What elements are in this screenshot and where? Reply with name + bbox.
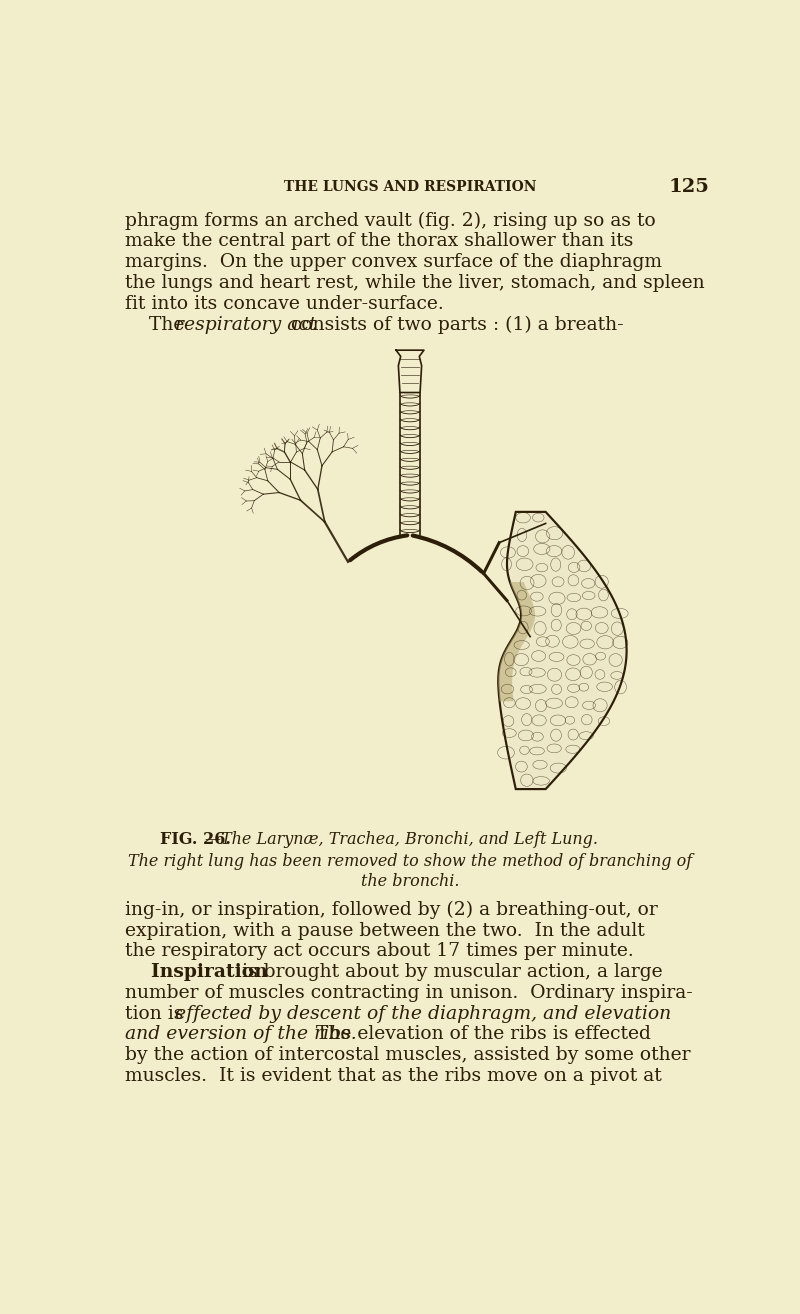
- Text: The right lung has been removed to show the method of branching of: The right lung has been removed to show …: [128, 853, 692, 870]
- Text: is brought about by muscular action, a large: is brought about by muscular action, a l…: [235, 963, 662, 982]
- Text: fit into its concave under-surface.: fit into its concave under-surface.: [125, 294, 443, 313]
- Text: ing-in, or inspiration, followed by (2) a breathing-out, or: ing-in, or inspiration, followed by (2) …: [125, 900, 658, 918]
- Text: FIG. 26.: FIG. 26.: [160, 832, 230, 849]
- Text: THE LUNGS AND RESPIRATION: THE LUNGS AND RESPIRATION: [284, 180, 536, 194]
- Text: The: The: [125, 315, 190, 334]
- Text: the respiratory act occurs about 17 times per minute.: the respiratory act occurs about 17 time…: [125, 942, 634, 961]
- Text: the bronchi.: the bronchi.: [361, 872, 459, 890]
- Text: expiration, with a pause between the two.  In the adult: expiration, with a pause between the two…: [125, 921, 645, 940]
- Text: tion is: tion is: [125, 1005, 189, 1022]
- Text: consists of two parts : (1) a breath-: consists of two parts : (1) a breath-: [285, 315, 624, 334]
- Text: muscles.  It is evident that as the ribs move on a pivot at: muscles. It is evident that as the ribs …: [125, 1067, 662, 1085]
- Text: and eversion of the ribs.: and eversion of the ribs.: [125, 1025, 357, 1043]
- Text: effected by descent of the diaphragm, and elevation: effected by descent of the diaphragm, an…: [174, 1005, 671, 1022]
- Text: The elevation of the ribs is effected: The elevation of the ribs is effected: [305, 1025, 651, 1043]
- Text: phragm forms an arched vault (fig. 2), rising up so as to: phragm forms an arched vault (fig. 2), r…: [125, 212, 655, 230]
- Polygon shape: [498, 582, 535, 702]
- Text: —The Larynæ, Trachea, Bronchi, and Left Lung.: —The Larynæ, Trachea, Bronchi, and Left …: [205, 832, 598, 849]
- Text: 125: 125: [669, 177, 710, 196]
- Text: make the central part of the thorax shallower than its: make the central part of the thorax shal…: [125, 233, 633, 251]
- Polygon shape: [498, 512, 626, 790]
- Text: number of muscles contracting in unison.  Ordinary inspira-: number of muscles contracting in unison.…: [125, 984, 693, 1001]
- Text: margins.  On the upper convex surface of the diaphragm: margins. On the upper convex surface of …: [125, 254, 662, 271]
- Text: Inspiration: Inspiration: [125, 963, 268, 982]
- Text: respiratory act: respiratory act: [175, 315, 317, 334]
- Text: by the action of intercostal muscles, assisted by some other: by the action of intercostal muscles, as…: [125, 1046, 690, 1064]
- Text: the lungs and heart rest, while the liver, stomach, and spleen: the lungs and heart rest, while the live…: [125, 273, 705, 292]
